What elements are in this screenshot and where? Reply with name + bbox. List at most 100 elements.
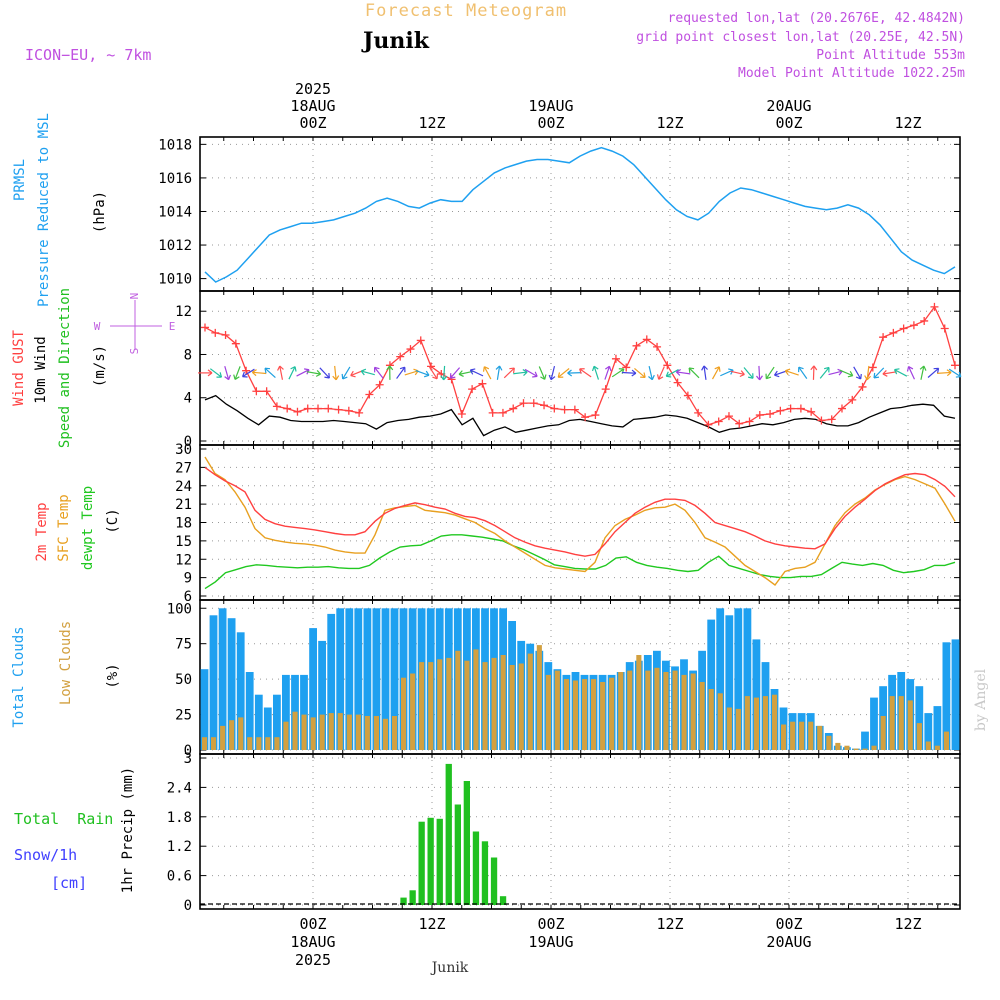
wind-arrow-shaft — [538, 366, 546, 380]
gust-marker — [930, 302, 939, 311]
total-cloud-bar — [942, 642, 951, 750]
wind-arrow — [579, 368, 592, 378]
wind-arrow-head — [264, 367, 271, 374]
temperature-ytick-label: 15 — [175, 534, 192, 550]
wind-arrow — [937, 369, 952, 377]
low-cloud-bar — [310, 717, 316, 750]
temperature-ytick-label: 21 — [175, 497, 192, 513]
precip-ytick-label: 1.2 — [167, 839, 192, 855]
total-cloud-bar — [273, 694, 281, 750]
gust-marker — [498, 408, 507, 417]
temperature-panel-labels: 2m Temp SFC Temp dewpt Temp (C) — [34, 486, 121, 570]
low-cloud-bar — [491, 657, 497, 750]
wind-arrow-head — [373, 366, 380, 373]
gust-marker — [416, 336, 425, 345]
wind-arrow — [591, 365, 600, 380]
wind-arrow — [415, 369, 430, 378]
low-cloud-bar — [799, 721, 805, 750]
low-cloud-bar — [708, 689, 714, 750]
gust-marker — [591, 411, 600, 420]
low-cloud-bar — [301, 714, 307, 750]
wind-arrow — [341, 366, 351, 380]
low-cloud-bar — [211, 737, 217, 750]
wind-arrow-head — [469, 368, 476, 375]
total-cloud-bar — [752, 639, 761, 750]
low-cloud-bar — [527, 653, 533, 750]
wind-arrow — [332, 365, 340, 381]
clouds-ytick-label: 25 — [175, 708, 192, 724]
wind-arrow-shaft — [785, 370, 799, 376]
pressure-frame — [199, 136, 961, 292]
time-label-bottom: 2025 — [295, 951, 331, 969]
wind-arrow — [656, 366, 665, 380]
gust-marker — [570, 405, 579, 414]
temperature-ytick-label: 24 — [175, 479, 192, 495]
wind-arrow — [701, 365, 708, 380]
wind-arrow — [404, 368, 419, 376]
low-cloud-bar — [518, 663, 524, 750]
total-cloud-bar — [716, 608, 725, 750]
wind-arrow-head — [482, 366, 490, 372]
gust-marker — [837, 404, 846, 413]
low-cloud-bar — [554, 670, 560, 750]
temperature-ytick-label: 18 — [175, 516, 192, 532]
gust-marker — [724, 412, 733, 421]
wind-arrow — [396, 366, 406, 379]
gust-marker — [848, 395, 857, 404]
low-cloud-bar — [627, 670, 633, 750]
wind-arrow — [224, 366, 231, 381]
gust-marker — [478, 379, 487, 388]
low-cloud-bar — [509, 665, 515, 750]
wind-arrow-head — [919, 365, 927, 371]
low-cloud-bar — [744, 696, 750, 750]
wind-arrow — [675, 368, 691, 376]
wind-arrow-head — [532, 371, 538, 378]
total-cloud-bar — [263, 707, 272, 750]
pressure-panel-labels: PRMSL Pressure Reduced to MSL (hPa) — [12, 113, 108, 307]
wind-arrow-head — [332, 375, 340, 381]
gust-marker — [940, 324, 949, 333]
low-cloud-bar — [853, 748, 859, 750]
wind-arrow — [495, 365, 503, 380]
wind-arrow — [798, 366, 808, 379]
wind-arrow-head — [548, 374, 556, 381]
wind-arrow-head — [591, 365, 599, 372]
wind-arrow — [720, 368, 734, 377]
wind-arrow-head — [360, 368, 367, 376]
low-cloud-bar — [337, 713, 343, 750]
wind-arrow-head — [882, 369, 888, 377]
precip-ytick-label: 2.4 — [167, 780, 192, 796]
total-cloud-bar — [743, 608, 752, 750]
gust-marker — [334, 405, 343, 414]
total-cloud-bar — [915, 686, 924, 750]
low-cloud-bar — [916, 723, 922, 750]
wind-arrow-head — [458, 370, 464, 378]
total-cloud-bar — [282, 674, 290, 750]
clouds-ytick-label: 50 — [175, 672, 192, 688]
wind-arrow-head — [440, 375, 448, 381]
total-cloud-bar — [309, 628, 317, 750]
wind-arrow — [319, 367, 330, 379]
wind-arrow-shaft — [907, 366, 916, 380]
wind-arrow — [604, 365, 612, 380]
grid-coords: grid point closest lon,lat (20.25E, 42.5… — [636, 30, 965, 45]
wind-arrow-head — [946, 369, 952, 377]
wind-arrow — [634, 367, 646, 378]
wind-arrow-head — [341, 373, 348, 380]
wind-arrow — [919, 365, 927, 380]
wind-arrow — [386, 365, 394, 380]
compass-rose: N S W E — [94, 293, 176, 355]
wind-arrow-head — [605, 365, 612, 372]
wind-arrow-shaft — [853, 366, 862, 380]
wind-arrow — [893, 368, 908, 377]
wind-arrow — [828, 368, 843, 376]
wind-arrow-head — [557, 372, 564, 378]
time-label-top: 12Z — [418, 114, 445, 132]
time-label-bottom: 18AUG — [290, 933, 335, 951]
pressure-ytick-label: 1012 — [158, 238, 192, 254]
pressure-ytick-label: 1018 — [158, 137, 192, 153]
time-label-bottom: 12Z — [656, 915, 683, 933]
